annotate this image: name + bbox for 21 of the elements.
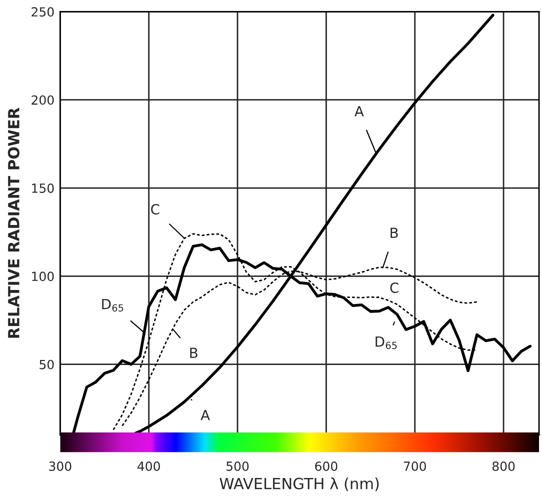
y-tick-label: 250 <box>32 7 54 17</box>
x-tick-label: 500 <box>226 461 249 471</box>
y-tick-label: 150 <box>32 183 54 193</box>
annotation: A <box>354 106 364 116</box>
annotation: B <box>190 348 198 358</box>
annotation: D$_{65}$ <box>102 299 124 312</box>
x-tick-label: 400 <box>138 461 160 471</box>
y-tick-label: 200 <box>32 95 54 105</box>
x-tick-label: 300 <box>49 461 72 471</box>
x-axis-title: WAVELENGTH λ (nm) <box>220 478 379 492</box>
y-tick-label: 100 <box>32 272 54 282</box>
x-tick-label: 800 <box>492 461 515 471</box>
x-tick-label: 600 <box>315 461 338 471</box>
annotation: C <box>390 282 398 294</box>
x-tick-label: 700 <box>404 461 426 471</box>
y-tick-label: 50 <box>40 360 54 370</box>
annotation: D$_{65}$ <box>376 336 397 350</box>
annotation: B <box>390 228 398 238</box>
annotation: C <box>151 204 160 215</box>
y-axis-title: RELATIVE RADIANT POWER <box>8 108 20 338</box>
annotation: A <box>200 410 210 420</box>
